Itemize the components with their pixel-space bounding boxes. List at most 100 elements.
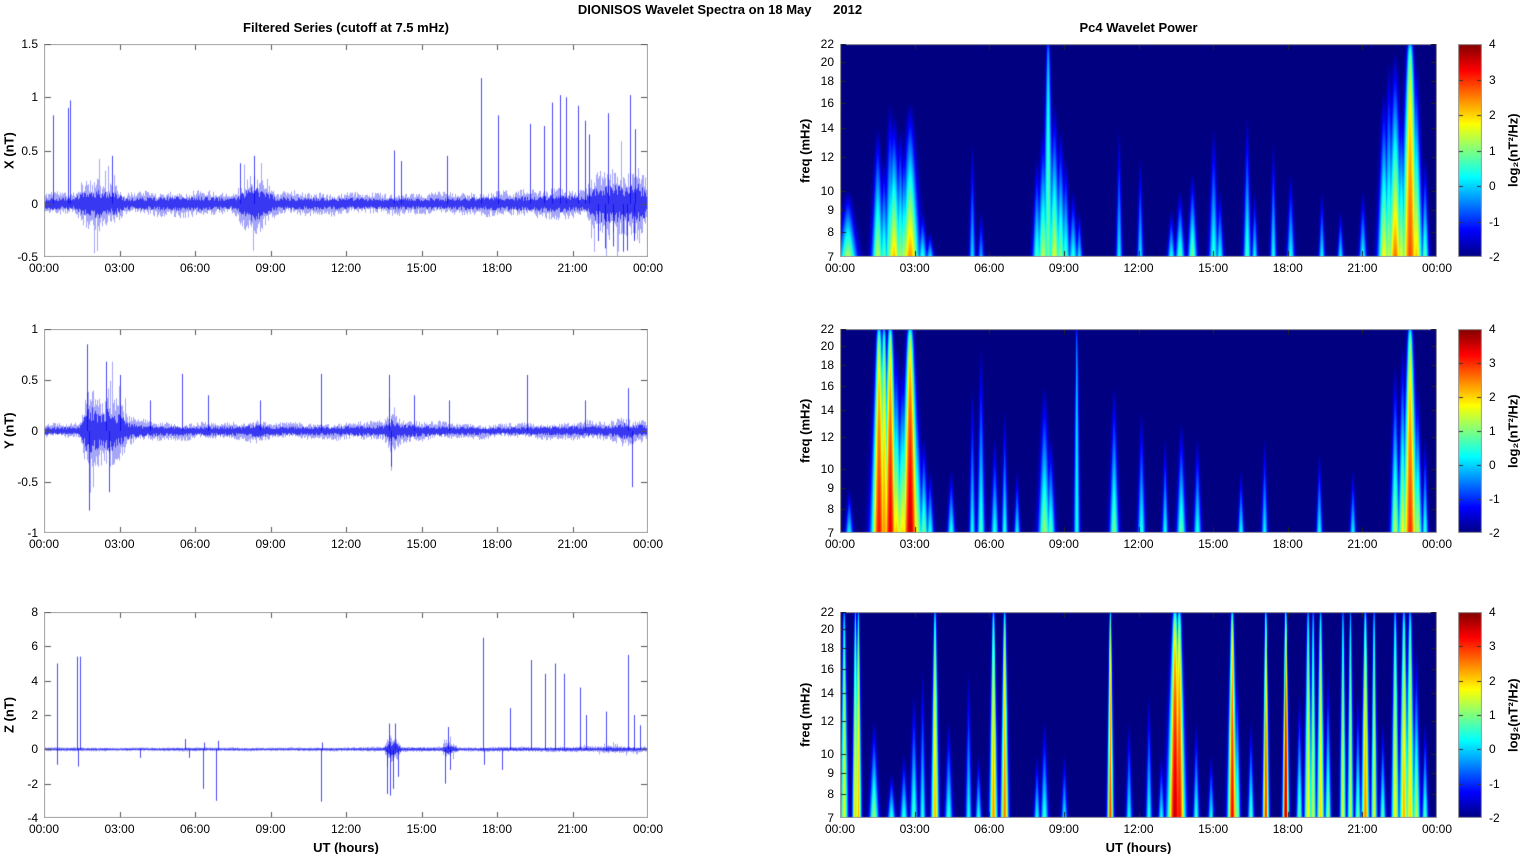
x-tick-label: 00:00 bbox=[824, 261, 856, 275]
left-column-title: Filtered Series (cutoff at 7.5 mHz) bbox=[243, 20, 449, 35]
freq-tick-label: 7 bbox=[827, 811, 834, 825]
x-tick-label: 18:00 bbox=[481, 537, 513, 551]
x-tick-label: 12:00 bbox=[1123, 537, 1154, 551]
x-series-plot-canvas bbox=[44, 44, 648, 257]
x-tick-label: 18:00 bbox=[481, 261, 513, 275]
x-tick-label: 15:00 bbox=[1198, 537, 1229, 551]
x-tick-label: 03:00 bbox=[899, 261, 930, 275]
colorbar-tick-label: 4 bbox=[1489, 322, 1496, 336]
z-series-plot-canvas bbox=[44, 612, 648, 818]
freq-tick-label: 14 bbox=[820, 686, 834, 701]
x-tick-label: 06:00 bbox=[179, 822, 211, 836]
x-tick-label: 21:00 bbox=[557, 822, 588, 836]
x-tick-label: 09:00 bbox=[1048, 822, 1079, 836]
x-tick-label: 15:00 bbox=[1198, 822, 1229, 836]
freq-tick-label: 22 bbox=[820, 322, 834, 336]
freq-tick-label: 18 bbox=[820, 357, 834, 372]
x-tick-label: 03:00 bbox=[104, 822, 135, 836]
colorbar-tick-label: 2 bbox=[1489, 390, 1496, 404]
x-tick-label: 15:00 bbox=[1198, 261, 1229, 275]
x-tick-label: 00:00 bbox=[824, 822, 856, 836]
panel-x-series: Filtered Series (cutoff at 7.5 mHz) X (n… bbox=[2, 20, 664, 275]
colorbar-tick-label: 0 bbox=[1489, 742, 1496, 757]
x-tick-label: 18:00 bbox=[1272, 261, 1303, 275]
y-tick-label: 1.5 bbox=[21, 37, 38, 51]
y-tick-label: 0.5 bbox=[21, 143, 38, 158]
y-tick-label: 0 bbox=[31, 742, 38, 757]
x-tick-label: 09:00 bbox=[1048, 537, 1079, 551]
freq-tick-label: 9 bbox=[827, 765, 834, 780]
x-tick-label: 12:00 bbox=[330, 822, 362, 836]
colorbar-y-label: log₂(nT²/Hz) bbox=[1505, 394, 1521, 468]
y-tick-label: 4 bbox=[31, 673, 38, 688]
x-tick-label: 21:00 bbox=[1347, 822, 1378, 836]
colorbar-z-canvas bbox=[1458, 612, 1482, 818]
panel-z-series: Z (nT) UT (hours) -4 -2 0 2 4 6 8 00:00 03:00 06:… bbox=[2, 605, 664, 854]
colorbar-tick-label: 1 bbox=[1489, 143, 1496, 158]
freq-tick-label: 22 bbox=[820, 37, 834, 51]
x-tick-label: 15:00 bbox=[406, 537, 437, 551]
freq-tick-label: 22 bbox=[820, 605, 834, 619]
colorbar-tick-label: 3 bbox=[1489, 639, 1496, 654]
freq-tick-label: 7 bbox=[827, 526, 834, 540]
colorbar-x-label: log₂(nT²/Hz) bbox=[1505, 113, 1521, 188]
freq-tick-label: 20 bbox=[820, 54, 834, 69]
x-tick-label: 12:00 bbox=[1123, 261, 1154, 275]
x-tick-label: 00:00 bbox=[632, 261, 664, 275]
x-tick-label: 00:00 bbox=[28, 261, 60, 275]
y-tick-label: -4 bbox=[27, 811, 38, 825]
x-tick-label: 15:00 bbox=[406, 261, 437, 275]
x-tick-label: 09:00 bbox=[255, 537, 286, 551]
freq-tick-label: 18 bbox=[820, 641, 834, 656]
x-tick-label: 03:00 bbox=[899, 537, 930, 551]
x-tick-label: 06:00 bbox=[974, 822, 1005, 836]
x-tick-label: 00:00 bbox=[28, 822, 60, 836]
freq-tick-label: 10 bbox=[820, 183, 834, 198]
freq-tick-label: 8 bbox=[827, 786, 834, 801]
figure-title: DIONISOS Wavelet Spectra on 18 May 2012 bbox=[577, 2, 863, 17]
colorbar-y-wavelet: log₂(nT²/Hz) 4 3 2 1 0 -1 -2 bbox=[1458, 322, 1521, 540]
colorbar-tick-label: -2 bbox=[1489, 526, 1500, 540]
freq-tick-label: 20 bbox=[820, 622, 834, 637]
colorbar-y-canvas bbox=[1458, 329, 1482, 533]
y-tick-label: 2 bbox=[31, 708, 38, 722]
y-tick-label: 1 bbox=[31, 322, 38, 336]
freq-tick-label: 20 bbox=[820, 338, 834, 353]
y-tick-label: -1 bbox=[27, 526, 38, 540]
colorbar-tick-label: 3 bbox=[1489, 72, 1496, 87]
colorbar-tick-label: -2 bbox=[1489, 811, 1500, 825]
x-tick-label: 00:00 bbox=[1421, 822, 1453, 836]
x-wavelet-plot-canvas bbox=[840, 44, 1437, 257]
colorbar-tick-label: -1 bbox=[1489, 776, 1500, 791]
panel-z-wavelet: freq (mHz) UT (hours) 7 8 9 10 12 14 16 18 20 22 0… bbox=[798, 605, 1453, 854]
colorbar-tick-label: 2 bbox=[1489, 673, 1496, 688]
y-tick-label: 1 bbox=[31, 90, 38, 105]
colorbar-tick-label: -1 bbox=[1489, 492, 1500, 506]
x-tick-label: 12:00 bbox=[1123, 822, 1154, 836]
freq-tick-label: 18 bbox=[820, 74, 834, 89]
x-tick-label: 06:00 bbox=[179, 261, 211, 275]
colorbar-tick-label: 1 bbox=[1489, 708, 1496, 722]
freq-tick-label: 9 bbox=[827, 481, 834, 496]
y-tick-label: 0 bbox=[31, 424, 38, 438]
left-x-axis-label: UT (hours) bbox=[313, 840, 379, 854]
y-wavelet-plot-canvas bbox=[840, 329, 1437, 533]
freq-tick-label: 9 bbox=[827, 203, 834, 218]
x-tick-label: 06:00 bbox=[179, 537, 211, 551]
x-tick-label: 06:00 bbox=[974, 537, 1005, 551]
y-tick-label: -0.5 bbox=[17, 475, 38, 489]
freq-tick-label: 8 bbox=[827, 225, 834, 240]
x-tick-label: 21:00 bbox=[557, 261, 588, 275]
colorbar-x-canvas bbox=[1458, 44, 1482, 257]
freq-tick-label: 16 bbox=[820, 662, 834, 677]
colorbar-tick-label: 1 bbox=[1489, 424, 1496, 438]
colorbar-x-wavelet: log₂(nT²/Hz) 4 3 2 1 0 -1 -2 bbox=[1458, 37, 1521, 264]
y-tick-label: -0.5 bbox=[17, 250, 38, 264]
x-tick-label: 09:00 bbox=[1048, 261, 1079, 275]
x-tick-label: 09:00 bbox=[255, 261, 286, 275]
colorbar-tick-label: 4 bbox=[1489, 605, 1496, 619]
freq-tick-label: 10 bbox=[820, 462, 834, 477]
colorbar-tick-label: 2 bbox=[1489, 108, 1496, 122]
x-tick-label: 18:00 bbox=[481, 822, 513, 836]
